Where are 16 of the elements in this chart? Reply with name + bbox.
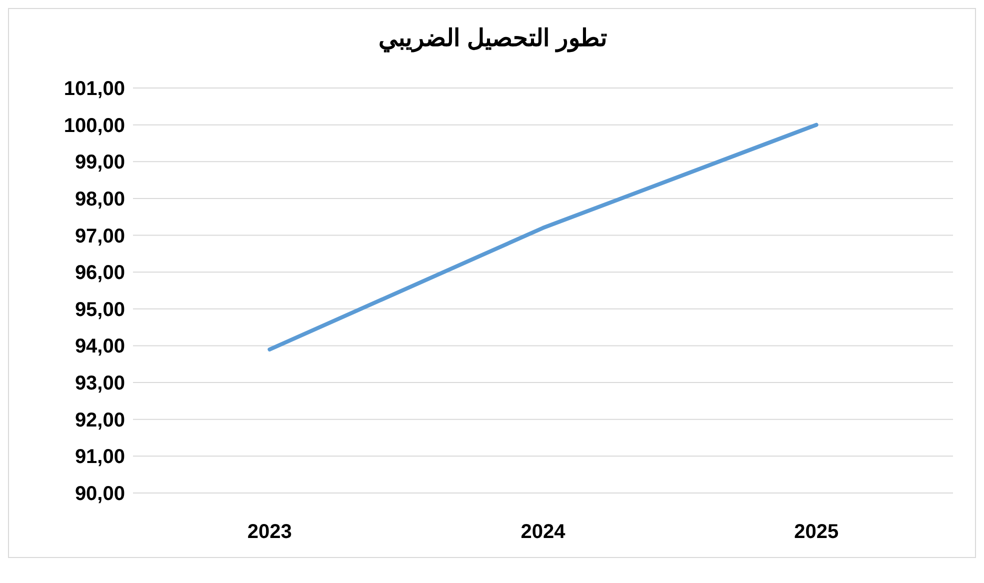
y-tick-label: 101,00: [64, 78, 125, 100]
y-tick-label: 95,00: [74, 298, 125, 321]
y-tick-label: 91,00: [74, 446, 125, 468]
y-tick-label: 97,00: [74, 225, 125, 248]
x-tick-label: 2024: [520, 521, 566, 543]
y-tick-label: 94,00: [74, 336, 125, 358]
y-tick-label: 99,00: [74, 152, 125, 174]
chart-title: تطور التحصيل الضريبي: [378, 25, 608, 53]
x-tick-label: 2023: [247, 521, 292, 543]
y-tick-label: 90,00: [74, 483, 125, 505]
y-tick-label: 93,00: [74, 372, 125, 395]
y-tick-label: 92,00: [74, 409, 125, 432]
x-tick-label: 2025: [794, 521, 839, 543]
y-tick-label: 96,00: [74, 262, 125, 284]
y-tick-label: 100,00: [64, 114, 125, 137]
y-tick-label: 98,00: [74, 188, 125, 210]
